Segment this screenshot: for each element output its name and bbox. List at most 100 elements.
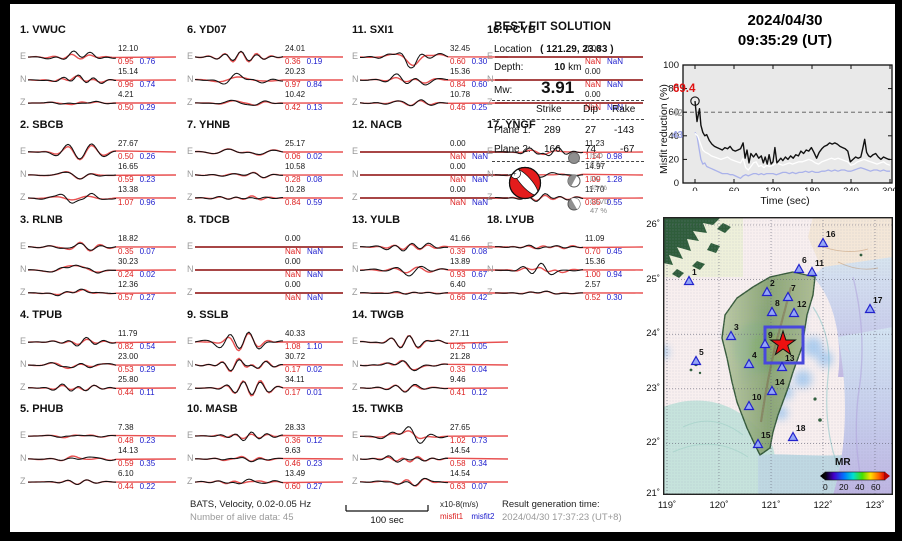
waveform-plot [360, 197, 508, 199]
lon-label: 121˚ [761, 500, 781, 511]
station-VWUC: 1. VWUC E 12.10 0.95 0.76 N 15.14 0.96 0.74 Z 4.21… [14, 24, 180, 118]
trace-row-TPUB-E: E 11.79 0.82 0.54 [14, 329, 178, 354]
component-label: N [352, 359, 359, 369]
col-rake: Rake [612, 104, 636, 115]
station-NACB: 12. NACB E 0.00 NaN NaN N 0.00 NaN NaN Z 0.00 NaN Na… [346, 119, 512, 213]
waveform-plot [195, 455, 344, 463]
trace-row-MASB-N: N 9.63 0.46 0.23 [181, 446, 345, 471]
depth-value: 10 [554, 62, 566, 73]
trace-row-TDCB-Z: Z 0.00 NaN NaN [181, 280, 345, 305]
svg-text:18: 18 [796, 423, 806, 433]
max-amplitude-value: 12.36 [118, 280, 139, 289]
component-label: Z [187, 287, 193, 297]
station-header: 14. TWGB [352, 309, 404, 321]
trace-row-YULB-Z: Z 6.40 0.66 0.42 [346, 280, 510, 305]
svg-text:20: 20 [668, 154, 679, 165]
component-label: E [487, 51, 494, 61]
component-label: N [487, 264, 494, 274]
misfit-values: 0.44 0.22 [118, 482, 156, 491]
waveform-plot [360, 335, 509, 349]
station-header: 11. SXI1 [352, 24, 394, 36]
station-YHNB: 7. YHNB E 25.17 0.06 0.02 N 10.58 0.28 0.08 Z 10.2… [181, 119, 347, 213]
component-label: E [20, 146, 27, 156]
waveform-plot [195, 246, 343, 248]
misfit-values: 0.52 0.30 [585, 293, 623, 302]
station-SXI1: 11. SXI1 E 32.45 0.60 0.30 N 15.36 0.84 0.60 Z 10.… [346, 24, 512, 118]
svg-text:10: 10 [752, 392, 762, 402]
lat-label: 26˚ [646, 219, 660, 230]
svg-text:0: 0 [674, 178, 679, 189]
max-amplitude-value: 7.38 [118, 423, 134, 432]
station-PHUB: 5. PHUB E 7.38 0.48 0.23 N 14.13 0.59 0.35 Z 6.10 0… [14, 403, 180, 497]
component-label: E [352, 336, 359, 346]
trace-row-VWUC-N: N 15.14 0.96 0.74 [14, 67, 178, 92]
trace-row-SXI1-N: N 15.36 0.84 0.60 [346, 67, 510, 92]
station-MASB: 10. MASB E 28.33 0.36 0.12 N 9.63 0.46 0.23 Z 13.4… [181, 403, 347, 497]
misfit-values: 0.46 0.23 [285, 459, 323, 468]
max-amplitude-value: 0.00 [285, 234, 301, 243]
waveform-plot [28, 50, 177, 60]
component-label: Z [187, 97, 193, 107]
svg-text:+: + [513, 172, 517, 178]
time-scale-bar: 100 sec [345, 505, 429, 526]
station-header: 4. TPUB [20, 309, 63, 321]
waveform-plot [195, 331, 344, 352]
misfit-values: 1.02 0.73 [450, 436, 488, 445]
trace-row-LYUB-E: E 11.09 0.70 0.45 [481, 234, 645, 259]
divider [492, 161, 644, 162]
max-amplitude-value: 0.00 [585, 44, 601, 53]
max-amplitude-value: 9.46 [450, 375, 466, 384]
dc-label: DC 45 % [590, 174, 608, 192]
station-TWKB: 15. TWKB E 27.65 1.02 0.73 N 14.54 0.58 0.34 Z 14.… [346, 403, 512, 497]
waveform-plot [495, 79, 643, 81]
trace-row-TDCB-N: N 0.00 NaN NaN [181, 257, 345, 282]
misfit-values: NaN NaN [585, 103, 624, 112]
misfit-values: 0.36 0.12 [285, 436, 323, 445]
map-station-18: 18 [787, 423, 806, 442]
misfit-values: 0.06 0.02 [285, 152, 323, 161]
waveform-plot [195, 171, 344, 179]
station-header: 12. NACB [352, 119, 403, 131]
generation-time-value: 2024/04/30 17:37:23 (UT+8) [502, 512, 622, 523]
misfit-values: NaN NaN [450, 198, 489, 207]
trace-row-SXI1-E: E 32.45 0.60 0.30 [346, 44, 510, 69]
misfit-values: NaN NaN [285, 270, 324, 279]
component-label: E [187, 51, 194, 61]
svg-text:13: 13 [785, 353, 795, 363]
misfit-values: 1.00 0.94 [585, 270, 623, 279]
svg-text:240: 240 [843, 186, 859, 191]
misfit-legend: misfit1 misfit2 [440, 512, 494, 521]
trace-row-TWKB-Z: Z 14.54 0.63 0.07 [346, 469, 510, 494]
svg-text:60: 60 [871, 482, 881, 492]
trace-row-NACB-N: N 0.00 NaN NaN [346, 162, 510, 187]
decomp-icons [567, 152, 581, 211]
plane1-strike: 289 [544, 125, 561, 136]
component-label: E [20, 430, 27, 440]
misfit-values: 1.08 1.10 [285, 342, 323, 351]
max-amplitude-value: 10.78 [450, 90, 471, 99]
waveform-plot [28, 171, 177, 180]
max-amplitude-value: 20.23 [285, 67, 306, 76]
station-header: 6. YD07 [187, 24, 227, 36]
misfit-values: NaN NaN [450, 152, 489, 161]
max-amplitude-value: 11.09 [585, 234, 605, 243]
map-station-17: 17 [864, 295, 883, 314]
component-label: Z [20, 97, 26, 107]
waveform-plot [28, 100, 176, 106]
max-amplitude-value: 14.54 [450, 446, 471, 455]
component-label: N [352, 453, 359, 463]
waveform-plot [360, 291, 508, 295]
max-amplitude-value: 11.23 [585, 139, 605, 148]
report-page: 1. VWUC E 12.10 0.95 0.76 N 15.14 0.96 0.74 Z 4.21… [10, 4, 895, 532]
lat-label: 22˚ [646, 437, 660, 449]
component-label: E [187, 241, 194, 251]
component-label: Z [187, 192, 193, 202]
trace-row-YHNB-Z: Z 10.28 0.84 0.59 [181, 185, 345, 210]
misfit-values: 0.85 0.55 [585, 198, 623, 207]
trace-row-MASB-Z: Z 13.49 0.60 0.27 [181, 469, 345, 494]
max-amplitude-value: 13.49 [285, 469, 306, 478]
waveform-plot [195, 269, 343, 271]
svg-text:40: 40 [668, 131, 679, 142]
